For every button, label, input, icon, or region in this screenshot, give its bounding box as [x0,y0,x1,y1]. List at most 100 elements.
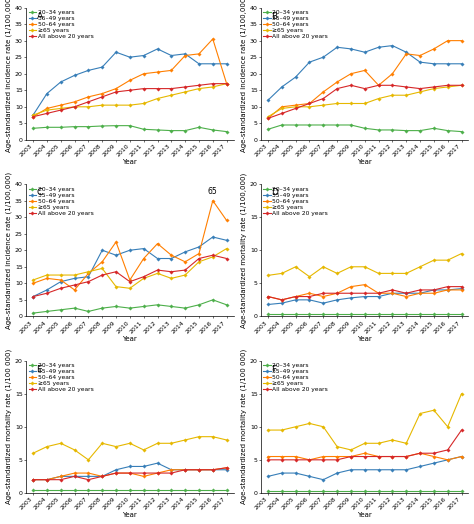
35–49 years [376,293,382,300]
35–49 years [72,275,77,281]
35–49 years [85,67,91,73]
All above 20 years [390,82,395,89]
All above 20 years [182,84,188,90]
Text: 65: 65 [208,187,218,195]
20–34 years [320,488,326,494]
50–64 years [182,52,188,59]
35–49 years [403,466,409,473]
≥65 years [224,245,229,252]
35–49 years [58,473,64,479]
≥65 years [403,92,409,99]
≥65 years [445,257,451,263]
Line: 35–49 years: 35–49 years [267,287,463,305]
35–49 years [334,297,340,303]
20–34 years [224,128,229,135]
Line: 35–49 years: 35–49 years [267,455,463,481]
20–34 years [445,488,451,494]
20–34 years [293,488,299,494]
All above 20 years [431,84,437,90]
All above 20 years [431,450,437,456]
20–34 years [182,127,188,134]
50–64 years [113,85,119,92]
X-axis label: Year: Year [357,512,372,518]
50–64 years [168,252,174,258]
All above 20 years [403,453,409,460]
20–34 years [403,127,409,134]
50–64 years [459,453,465,460]
All above 20 years [417,287,423,293]
20–34 years [141,303,146,310]
All above 20 years [210,252,216,258]
50–64 years [196,466,202,473]
50–64 years [72,470,77,476]
20–34 years [58,307,64,313]
50–64 years [196,250,202,257]
50–64 years [224,81,229,87]
All above 20 years [376,453,382,460]
35–49 years [431,61,437,67]
Line: ≥65 years: ≥65 years [32,247,228,290]
35–49 years [30,112,36,118]
≥65 years [265,272,271,279]
50–64 years [155,69,160,75]
20–34 years [127,123,133,129]
≥65 years [334,443,340,450]
≥65 years [348,100,354,106]
≥65 years [279,270,285,277]
50–64 years [127,277,133,283]
Line: ≥65 years: ≥65 years [32,82,228,116]
≥65 years [58,272,64,278]
≥65 years [459,250,465,257]
All above 20 years [348,82,354,89]
50–64 years [224,217,229,224]
50–64 years [376,290,382,297]
20–34 years [168,127,174,134]
50–64 years [431,46,437,52]
Line: 20–34 years: 20–34 years [32,488,228,491]
35–49 years [307,59,312,66]
Legend: 20–34 years, 35–49 years, 50–64 years, ≥65 years, All above 20 years: 20–34 years, 35–49 years, 50–64 years, ≥… [28,186,94,216]
Line: ≥65 years: ≥65 years [267,392,463,451]
35–49 years [390,466,395,473]
35–49 years [376,466,382,473]
35–49 years [403,290,409,297]
Line: All above 20 years: All above 20 years [267,84,463,119]
35–49 years [113,466,119,473]
20–34 years [30,125,36,132]
All above 20 years [279,457,285,463]
50–64 years [334,290,340,297]
≥65 years [390,92,395,99]
35–49 years [265,301,271,308]
All above 20 years [403,84,409,90]
All above 20 years [362,85,368,92]
35–49 years [293,470,299,476]
≥65 years [100,440,105,446]
50–64 years [390,290,395,297]
Line: 50–64 years: 50–64 years [267,283,463,301]
≥65 years [431,85,437,92]
50–64 years [168,466,174,473]
35–49 years [44,287,50,293]
35–49 years [224,237,229,244]
All above 20 years [100,473,105,479]
20–34 years [44,124,50,130]
20–34 years [168,486,174,493]
20–34 years [113,486,119,493]
All above 20 years [445,82,451,89]
35–49 years [210,234,216,240]
50–64 years [58,473,64,479]
Y-axis label: Age-standardized mortality rate (1/100,000): Age-standardized mortality rate (1/100,0… [240,172,247,328]
35–49 years [307,297,312,303]
35–49 years [58,279,64,285]
X-axis label: Year: Year [122,336,137,342]
35–49 years [431,460,437,466]
≥65 years [85,269,91,275]
Line: 20–34 years: 20–34 years [32,124,228,133]
50–64 years [141,71,146,77]
All above 20 years [320,290,326,297]
All above 20 years [168,269,174,275]
Line: ≥65 years: ≥65 years [32,435,228,461]
All above 20 years [279,110,285,116]
50–64 years [113,239,119,245]
35–49 years [320,476,326,483]
